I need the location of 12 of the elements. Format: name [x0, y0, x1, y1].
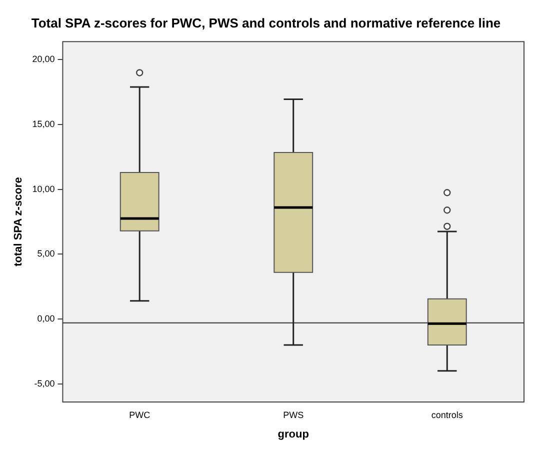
- y-tick-label: 10,00: [32, 184, 55, 194]
- x-axis-title: group: [278, 428, 310, 440]
- y-tick-label: 0,00: [37, 314, 55, 324]
- x-tick-label: controls: [431, 410, 464, 420]
- y-tick-label: -5,00: [34, 378, 55, 388]
- chart-title: Total SPA z-scores for PWC, PWS and controls and normative reference line: [31, 15, 501, 30]
- y-tick-label: 20,00: [32, 54, 55, 64]
- y-tick-label: 15,00: [32, 119, 55, 130]
- y-tick-label: 5,00: [37, 248, 55, 259]
- y-axis-title: total SPA z-score: [12, 177, 25, 266]
- x-tick-label: PWC: [129, 410, 151, 420]
- x-tick-label: PWS: [283, 410, 304, 420]
